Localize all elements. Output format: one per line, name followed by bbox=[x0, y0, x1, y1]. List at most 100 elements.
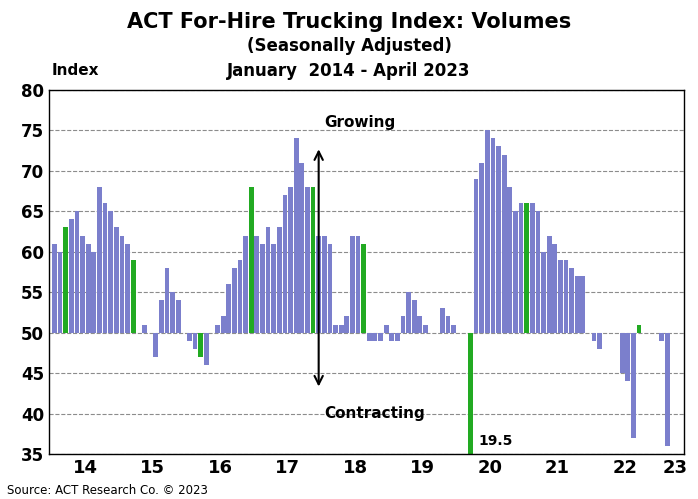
Bar bbox=[451, 324, 456, 333]
Bar bbox=[305, 187, 310, 333]
Bar bbox=[311, 187, 315, 333]
Bar bbox=[237, 260, 242, 333]
Bar bbox=[299, 163, 304, 333]
Bar bbox=[541, 251, 546, 333]
Bar bbox=[406, 292, 411, 333]
Bar bbox=[570, 268, 574, 333]
Bar bbox=[547, 236, 551, 333]
Bar bbox=[266, 228, 270, 333]
Text: 19.5: 19.5 bbox=[479, 434, 513, 448]
Bar bbox=[480, 163, 484, 333]
Bar bbox=[417, 316, 422, 333]
Bar bbox=[519, 203, 524, 333]
Bar bbox=[395, 333, 400, 341]
Bar bbox=[440, 308, 445, 333]
Bar bbox=[69, 220, 74, 333]
Bar bbox=[131, 260, 135, 333]
Bar bbox=[558, 260, 563, 333]
Bar bbox=[367, 333, 371, 341]
Bar bbox=[170, 292, 175, 333]
Bar bbox=[159, 300, 163, 333]
Bar bbox=[215, 324, 220, 333]
Bar bbox=[52, 244, 57, 333]
Bar bbox=[154, 333, 158, 357]
Bar bbox=[350, 236, 355, 333]
Bar bbox=[344, 316, 349, 333]
Bar bbox=[664, 333, 669, 446]
Bar bbox=[142, 324, 147, 333]
Bar bbox=[474, 179, 478, 333]
Bar bbox=[637, 324, 641, 333]
Bar bbox=[423, 324, 428, 333]
Bar bbox=[625, 333, 630, 381]
Text: Index: Index bbox=[52, 63, 99, 78]
Bar bbox=[255, 236, 259, 333]
Bar bbox=[204, 333, 209, 365]
Bar bbox=[502, 155, 507, 333]
Bar bbox=[58, 251, 63, 333]
Bar bbox=[373, 333, 378, 341]
Bar bbox=[355, 236, 360, 333]
Bar bbox=[260, 244, 265, 333]
Bar bbox=[86, 244, 91, 333]
Bar bbox=[327, 244, 332, 333]
Bar bbox=[362, 244, 366, 333]
Bar bbox=[91, 251, 96, 333]
Bar bbox=[198, 333, 203, 357]
Bar bbox=[339, 324, 343, 333]
Text: Contracting: Contracting bbox=[325, 406, 425, 421]
Bar bbox=[248, 187, 253, 333]
Bar bbox=[165, 268, 170, 333]
Bar bbox=[659, 333, 664, 341]
Bar bbox=[378, 333, 383, 341]
Bar bbox=[468, 333, 473, 499]
Bar bbox=[232, 268, 237, 333]
Bar bbox=[277, 228, 282, 333]
Bar bbox=[524, 203, 529, 333]
Text: Growing: Growing bbox=[325, 115, 396, 130]
Bar bbox=[575, 276, 579, 333]
Bar bbox=[108, 211, 113, 333]
Bar bbox=[103, 203, 107, 333]
Bar bbox=[581, 276, 585, 333]
Bar bbox=[333, 324, 338, 333]
Bar bbox=[176, 300, 181, 333]
Bar bbox=[283, 195, 288, 333]
Text: Source: ACT Research Co. © 2023: Source: ACT Research Co. © 2023 bbox=[7, 484, 208, 497]
Bar bbox=[322, 236, 327, 333]
Bar bbox=[316, 236, 321, 333]
Bar bbox=[485, 130, 490, 333]
Bar bbox=[288, 187, 293, 333]
Bar bbox=[384, 324, 389, 333]
Bar bbox=[401, 316, 406, 333]
Bar bbox=[412, 300, 417, 333]
Bar bbox=[221, 316, 225, 333]
Text: (Seasonally Adjusted): (Seasonally Adjusted) bbox=[246, 37, 452, 55]
Bar bbox=[64, 228, 68, 333]
Bar bbox=[631, 333, 636, 438]
Bar bbox=[80, 236, 85, 333]
Bar bbox=[563, 260, 568, 333]
Bar bbox=[243, 236, 248, 333]
Bar bbox=[620, 333, 625, 373]
Bar bbox=[597, 333, 602, 349]
Bar bbox=[294, 138, 299, 333]
Bar bbox=[187, 333, 192, 341]
Bar bbox=[592, 333, 597, 341]
Bar bbox=[552, 244, 557, 333]
Bar bbox=[491, 138, 496, 333]
Bar bbox=[513, 211, 518, 333]
Bar bbox=[193, 333, 198, 349]
Text: ACT For-Hire Trucking Index: Volumes: ACT For-Hire Trucking Index: Volumes bbox=[127, 12, 571, 32]
Bar bbox=[119, 236, 124, 333]
Bar bbox=[496, 147, 501, 333]
Bar bbox=[226, 284, 231, 333]
Bar bbox=[530, 203, 535, 333]
Bar bbox=[97, 187, 102, 333]
Bar bbox=[272, 244, 276, 333]
Bar bbox=[125, 244, 130, 333]
Text: January  2014 - April 2023: January 2014 - April 2023 bbox=[228, 62, 470, 80]
Bar bbox=[114, 228, 119, 333]
Bar bbox=[389, 333, 394, 341]
Bar bbox=[445, 316, 450, 333]
